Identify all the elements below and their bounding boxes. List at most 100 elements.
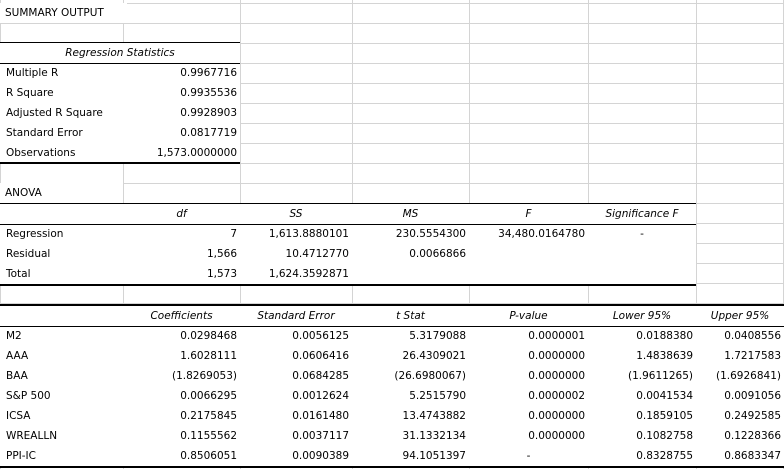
column-header[interactable]: Coefficients: [150, 310, 213, 322]
table-cell[interactable]: (1.8269053): [172, 370, 237, 382]
table-cell[interactable]: 0.0090389: [292, 450, 349, 462]
table-cell[interactable]: 0.1082758: [636, 430, 693, 442]
row-label[interactable]: AAA: [6, 350, 29, 362]
table-cell[interactable]: 230.5554300: [395, 228, 466, 240]
column-header[interactable]: Significance F: [605, 208, 679, 220]
table-cell[interactable]: [352, 264, 469, 284]
table-cell[interactable]: 0.8328755: [636, 450, 693, 462]
table-cell[interactable]: 1,566: [206, 248, 237, 260]
table-cell[interactable]: 0.0161480: [292, 410, 349, 422]
column-header[interactable]: Upper 95%: [710, 310, 770, 322]
table-cell[interactable]: 7: [230, 228, 237, 240]
table-cell[interactable]: 0.0012624: [292, 390, 349, 402]
column-header[interactable]: SS: [289, 208, 303, 220]
table-cell[interactable]: [588, 244, 696, 264]
row-label[interactable]: Total: [6, 268, 31, 280]
table-cell[interactable]: [469, 244, 588, 264]
column-header[interactable]: MS: [402, 208, 419, 220]
table-cell[interactable]: 0.0056125: [292, 330, 349, 342]
table-row: AAA 1.6028111 0.0606416 26.4309021 0.000…: [0, 346, 784, 366]
column-divider: [696, 0, 697, 469]
table-cell[interactable]: 0.0408556: [724, 330, 781, 342]
column-header[interactable]: Lower 95%: [612, 310, 672, 322]
table-cell[interactable]: 0.0298468: [180, 330, 237, 342]
table-cell[interactable]: 0.0188380: [636, 330, 693, 342]
table-cell[interactable]: 0.2492585: [724, 410, 781, 422]
stat-value[interactable]: 0.9928903: [180, 107, 238, 119]
regression-statistics-header[interactable]: Regression Statistics: [65, 47, 175, 59]
table-cell[interactable]: 34,480.0164780: [498, 228, 585, 240]
stat-label[interactable]: Observations: [6, 147, 76, 159]
table-cell[interactable]: 1,573: [206, 268, 237, 280]
table-cell[interactable]: 0.0066295: [180, 390, 237, 402]
column-header[interactable]: [0, 306, 123, 326]
table-cell[interactable]: 1.4838639: [636, 350, 693, 362]
table-row: M2 0.0298468 0.0056125 5.3179088 0.00000…: [0, 326, 784, 346]
row-label[interactable]: WREALLN: [6, 430, 58, 442]
table-cell[interactable]: (1.9611265): [628, 370, 693, 382]
table-cell[interactable]: 0.1155562: [180, 430, 237, 442]
row-label[interactable]: Residual: [6, 248, 51, 260]
table-cell[interactable]: 0.8683347: [724, 450, 781, 462]
table-cell[interactable]: 0.0000000: [528, 350, 585, 362]
row-label[interactable]: BAA: [6, 370, 28, 382]
stat-label[interactable]: Adjusted R Square: [6, 107, 103, 119]
table-cell[interactable]: (1.6926841): [716, 370, 781, 382]
table-cell[interactable]: 0.8506051: [180, 450, 237, 462]
row-label[interactable]: M2: [6, 330, 22, 342]
stat-value[interactable]: 0.0817719: [180, 127, 238, 139]
top-border: [0, 304, 784, 306]
table-cell[interactable]: 0.0091056: [724, 390, 781, 402]
row-label[interactable]: PPI-IC: [6, 450, 36, 462]
table-row: Multiple R 0.9967716: [0, 63, 240, 83]
stat-value[interactable]: 0.9935536: [180, 87, 238, 99]
table-cell[interactable]: 10.4712770: [285, 248, 349, 260]
table-cell[interactable]: 0.0000000: [528, 410, 585, 422]
row-label[interactable]: ICSA: [6, 410, 31, 422]
table-cell[interactable]: 1,624.3592871: [268, 268, 349, 280]
stat-value[interactable]: 0.9967716: [180, 67, 238, 79]
table-cell[interactable]: [588, 264, 696, 284]
column-header[interactable]: P-value: [509, 310, 548, 322]
row-label[interactable]: S&P 500: [6, 390, 51, 402]
table-cell[interactable]: 5.2515790: [409, 390, 466, 402]
row-label[interactable]: Regression: [6, 228, 64, 240]
anova-title[interactable]: ANOVA: [5, 187, 42, 199]
column-header[interactable]: Standard Error: [257, 310, 335, 322]
table-cell[interactable]: (26.6980067): [394, 370, 466, 382]
column-header[interactable]: [0, 204, 123, 224]
table-cell[interactable]: 5.3179088: [409, 330, 466, 342]
table-row: Observations 1,573.0000000: [0, 143, 240, 163]
stat-label[interactable]: Standard Error: [6, 127, 83, 139]
table-cell[interactable]: 0.0000000: [528, 430, 585, 442]
table-cell[interactable]: 31.1332134: [402, 430, 466, 442]
table-cell[interactable]: 1,613.8880101: [268, 228, 349, 240]
table-cell[interactable]: 1.6028111: [180, 350, 237, 362]
table-cell[interactable]: [469, 264, 588, 284]
table-cell[interactable]: -: [526, 450, 531, 462]
stat-label[interactable]: Multiple R: [6, 67, 59, 79]
table-cell[interactable]: 94.1051397: [402, 450, 466, 462]
table-cell[interactable]: 1.7217583: [724, 350, 781, 362]
table-cell[interactable]: 0.2175845: [180, 410, 237, 422]
table-cell[interactable]: 0.0606416: [292, 350, 349, 362]
table-cell[interactable]: 0.1228366: [724, 430, 781, 442]
summary-output-title[interactable]: SUMMARY OUTPUT: [0, 3, 127, 23]
table-cell[interactable]: 0.0000002: [528, 390, 585, 402]
stat-label[interactable]: R Square: [6, 87, 54, 99]
table-cell[interactable]: -: [640, 228, 644, 240]
stat-value[interactable]: 1,573.0000000: [156, 147, 238, 159]
table-cell[interactable]: 0.0066866: [409, 248, 466, 260]
table-cell[interactable]: 0.0037117: [292, 430, 349, 442]
column-header[interactable]: df: [176, 208, 187, 220]
table-cell[interactable]: 13.4743882: [402, 410, 466, 422]
table-cell[interactable]: 0.0041534: [636, 390, 693, 402]
table-cell[interactable]: 0.0684285: [292, 370, 349, 382]
table-cell[interactable]: 26.4309021: [402, 350, 466, 362]
column-header[interactable]: t Stat: [396, 310, 425, 322]
column-header[interactable]: F: [525, 208, 532, 220]
table-cell[interactable]: 0.0000000: [528, 370, 585, 382]
table-cell[interactable]: 0.0000001: [528, 330, 585, 342]
table-cell[interactable]: 0.1859105: [636, 410, 693, 422]
table-row: Adjusted R Square 0.9928903: [0, 103, 240, 123]
